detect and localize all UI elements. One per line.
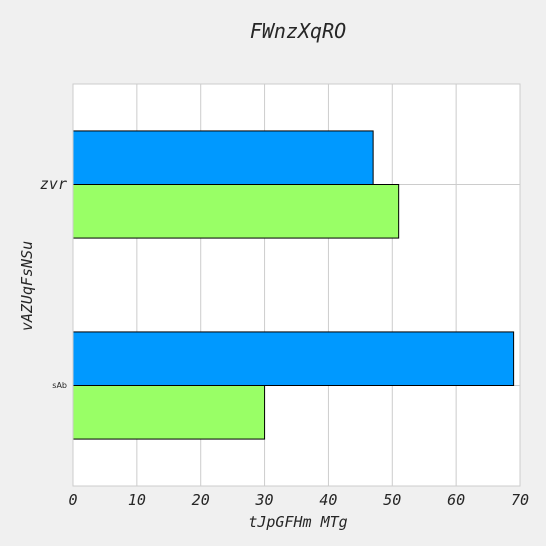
x-tick-label: 50 [383,491,401,509]
bar-zvr-series-2 [72,130,374,186]
bar-sAb-series-2 [72,331,515,387]
x-tick-label: 0 [68,491,77,509]
x-tick-label: 30 [255,491,274,509]
plot-border [72,83,521,487]
x-tick-label: 10 [128,491,146,509]
bars [72,130,515,440]
x-tick-label: 40 [319,491,337,509]
bar-sAb-series-1 [72,385,266,440]
ticks: 0 10 20 30 40 50 60 70 sAb zvr [40,175,529,509]
x-axis-label: tJpGFHm MTg [248,513,347,531]
x-tick-label: 20 [192,491,210,509]
x-tick-label: 60 [447,491,465,509]
y-tick-label-sAb: sAb [52,381,67,390]
y-axis-label: vAZUqFsNSu [18,241,36,331]
bar-zvr-series-1 [72,184,400,239]
y-tick-label-zvr: zvr [40,175,67,193]
x-tick-label: 70 [511,491,529,509]
chart-title: FWnzXqRO [250,19,346,43]
